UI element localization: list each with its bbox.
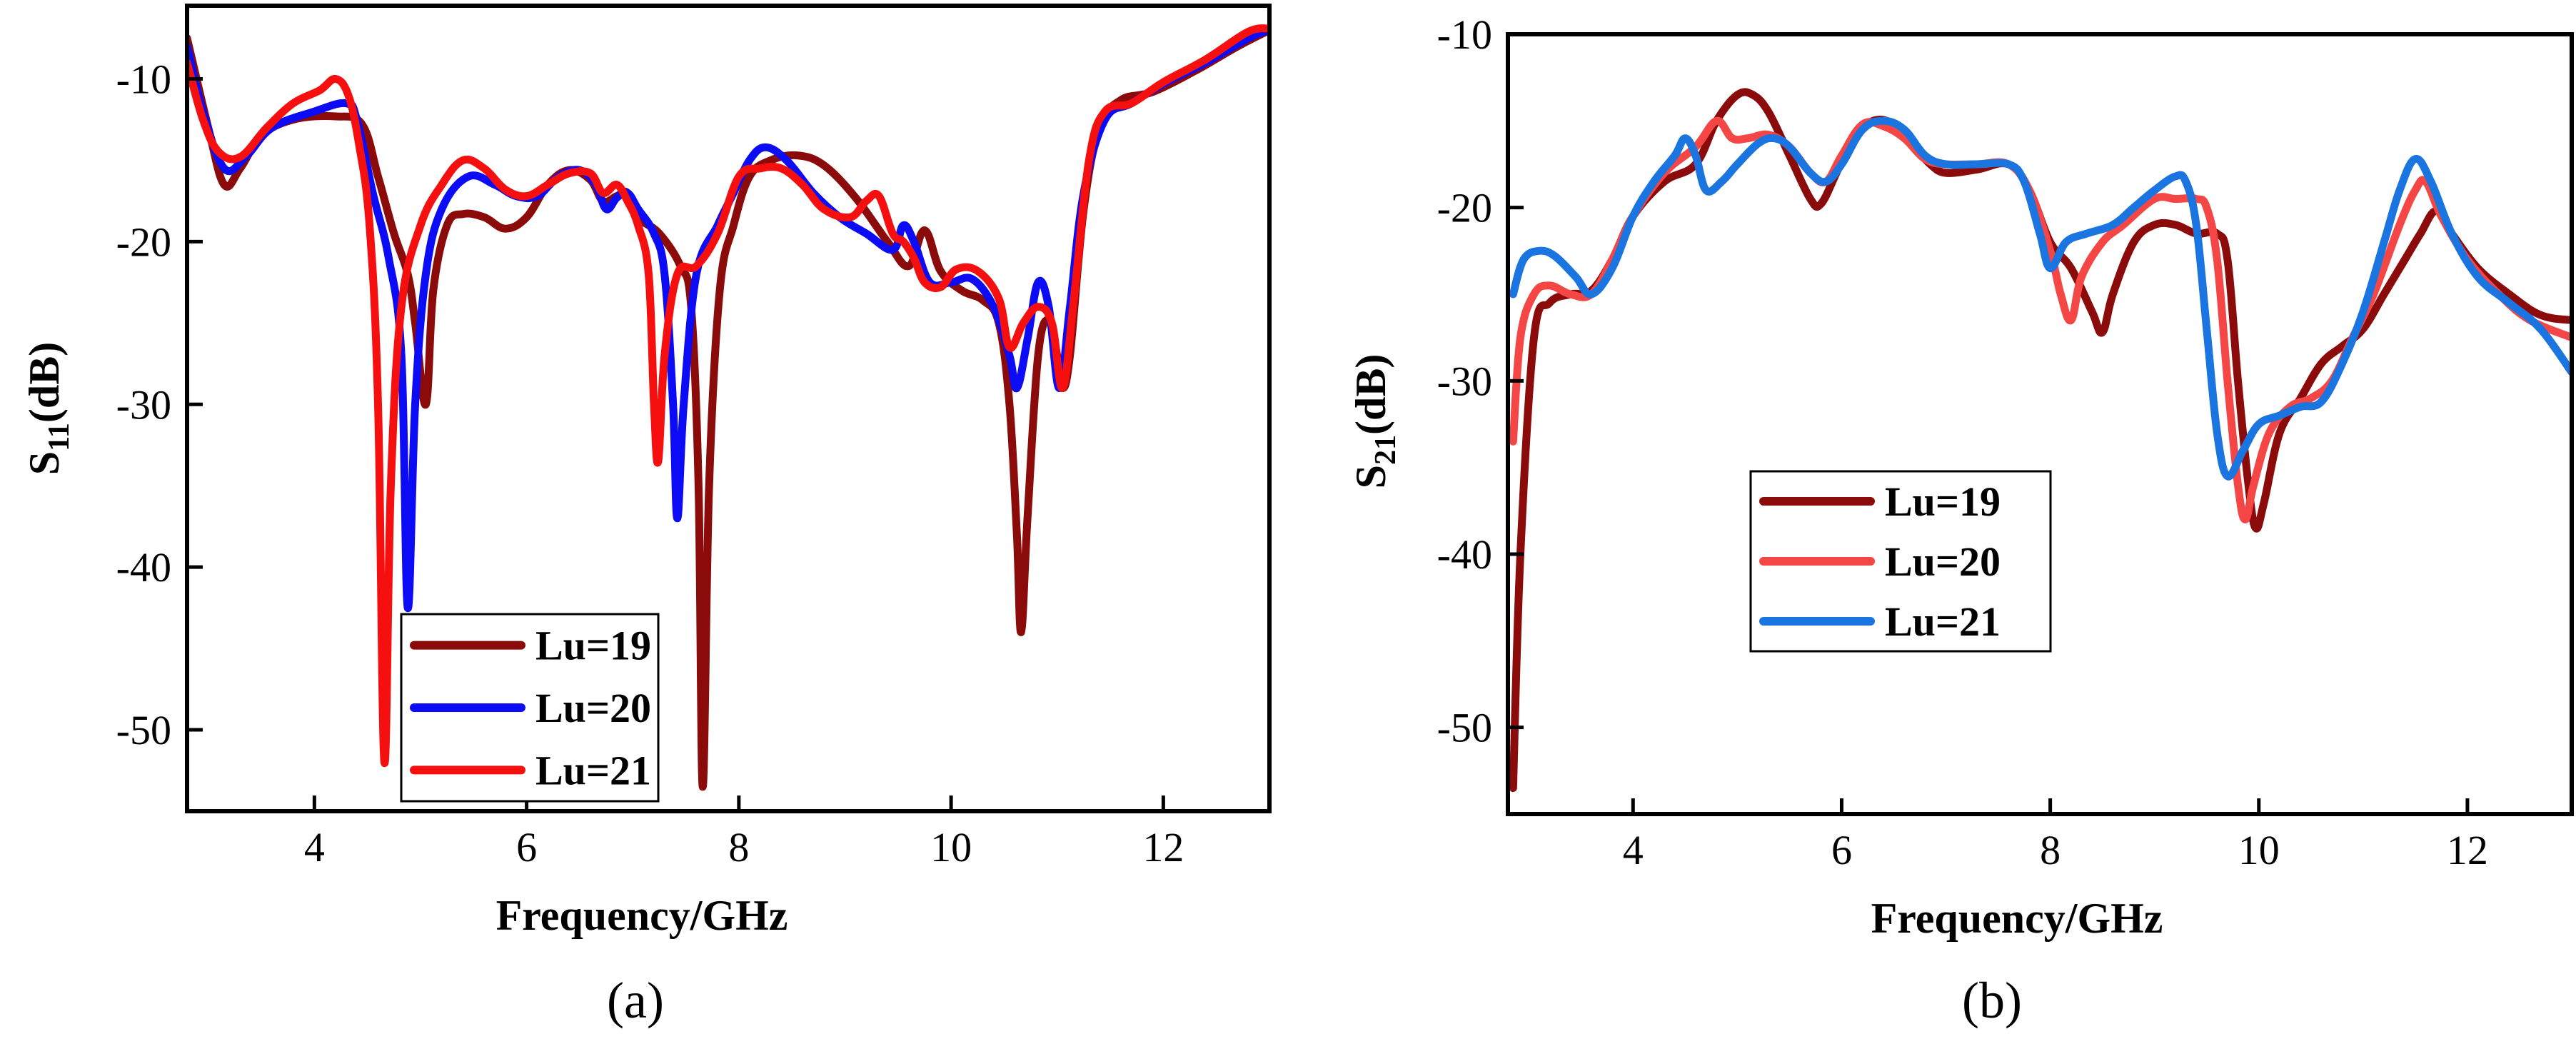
y-axis-title-suffix-b: (dB): [1347, 354, 1394, 435]
x-tick-label-a: 4: [304, 824, 325, 870]
y-tick-label-b: -40: [1437, 531, 1492, 578]
y-tick-label-b: -30: [1437, 358, 1492, 404]
y-tick-label-a: -20: [116, 219, 171, 265]
y-axis-title-sub-a: 11: [43, 423, 76, 451]
x-axis-title-b: Frequency/GHz: [1871, 895, 2163, 942]
y-axis-title-suffix-a: (dB): [21, 342, 68, 423]
y-tick-label-a: -40: [116, 544, 171, 591]
legend-b: Lu=19 Lu=20 Lu=21: [1749, 470, 2052, 653]
x-tick-label-b: 8: [2040, 827, 2061, 873]
legend-label-a-2: Lu=20: [535, 685, 651, 731]
plot-frame-b: [1506, 32, 2574, 816]
x-tick-label-b: 4: [1623, 827, 1644, 873]
tick-layer-b: 4 6 8 10 12 -10 -20 -30 -40 -50: [1437, 11, 2488, 873]
legend-label-a-3: Lu=21: [535, 747, 651, 793]
panel-label-b: (b): [1962, 972, 2022, 1029]
plot-frame-a: [185, 4, 1272, 813]
series-line-b-3: [1509, 116, 2572, 481]
y-axis-title-main-a: S: [21, 451, 68, 475]
legend-label-a-1: Lu=19: [535, 623, 651, 669]
x-tick-label-b: 10: [2238, 827, 2280, 873]
y-tick-label-b: -10: [1437, 11, 1492, 58]
x-axis-title-a: Frequency/GHz: [496, 892, 788, 939]
y-tick-label-a: -50: [116, 707, 171, 753]
series-line-a-3: [187, 24, 1269, 767]
y-tick-label-a: -10: [116, 56, 171, 103]
legend-label-b-3: Lu=21: [1885, 598, 2001, 645]
x-tick-label-a: 12: [1142, 824, 1184, 870]
y-axis-title-sub-b: 21: [1369, 435, 1402, 465]
x-tick-label-b: 6: [1831, 827, 1852, 873]
y-tick-label-a: -30: [116, 381, 171, 428]
legend-label-b-2: Lu=20: [1885, 538, 2001, 585]
y-tick-label-b: -20: [1437, 185, 1492, 231]
panel-label-a: (a): [607, 972, 664, 1029]
chart-panel-b: 4 6 8 10 12 -10 -20 -30 -40 -50 Frequency/GHz S21…: [1347, 11, 2574, 1029]
series-line-a-1: [187, 26, 1269, 791]
x-tick-label-a: 6: [516, 824, 537, 870]
x-tick-label-a: 10: [930, 824, 972, 870]
y-axis-title-main-b: S: [1347, 465, 1394, 488]
x-tick-label-b: 12: [2447, 827, 2488, 873]
series-layer-a: [187, 24, 1269, 791]
series-line-a-2: [187, 26, 1269, 612]
legend-label-b-1: Lu=19: [1885, 478, 2001, 525]
tick-layer-a: 4 6 8 10 12 -10 -20 -30 -40 -50: [116, 56, 1184, 870]
x-tick-label-a: 8: [728, 824, 749, 870]
series-layer-b: [1509, 88, 2572, 793]
chart-panel-a: 4 6 8 10 12 -10 -20 -30 -40 -50 Frequency/GHz S11…: [21, 4, 1272, 1029]
legend-a: Lu=19 Lu=20 Lu=21: [400, 613, 660, 803]
y-axis-title-a: S11(dB): [21, 342, 76, 475]
y-tick-label-b: -50: [1437, 705, 1492, 751]
y-axis-title-b: S21(dB): [1347, 354, 1402, 489]
